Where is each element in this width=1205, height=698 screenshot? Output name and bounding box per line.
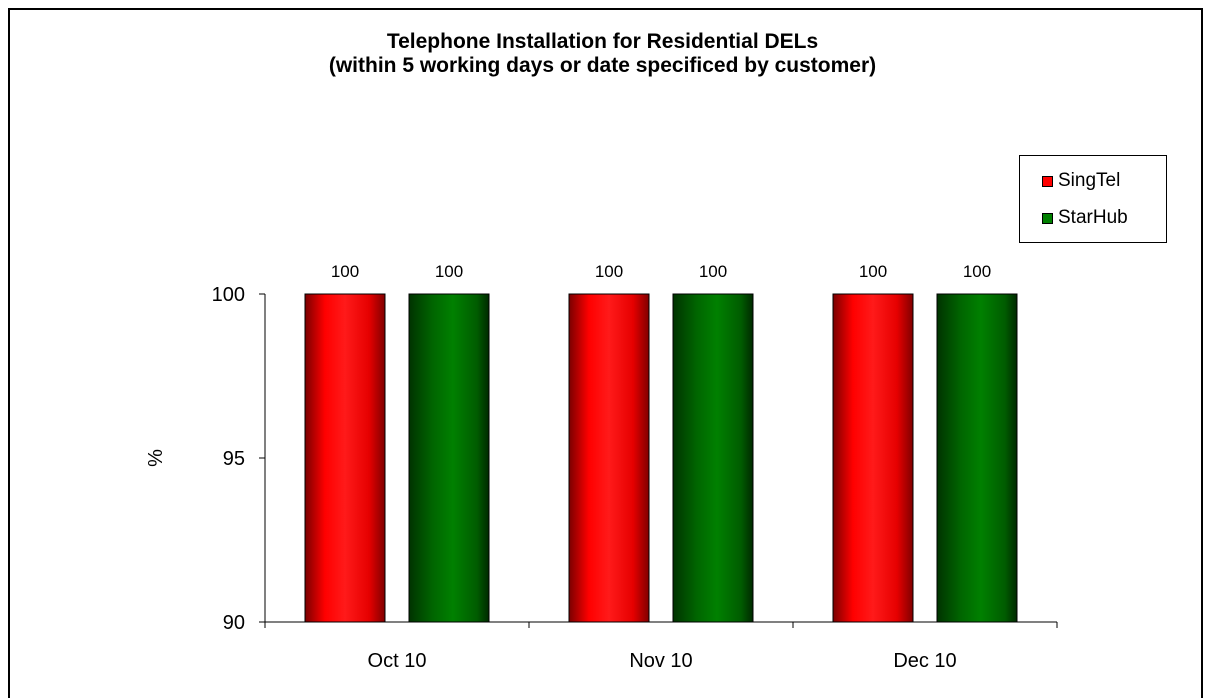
y-tick-label: 95: [223, 448, 245, 470]
bar-starhub: [936, 293, 1018, 623]
bar-singtel: [832, 293, 914, 623]
y-axis-label: %: [145, 449, 167, 467]
bar-singtel: [304, 293, 386, 623]
data-label-singtel: 100: [859, 262, 887, 281]
data-label-singtel: 100: [331, 262, 359, 281]
legend-label-starhub: StarHub: [1058, 207, 1128, 228]
x-tick-label: Nov 10: [629, 650, 692, 672]
chart-title-line-2: (within 5 working days or date specifice…: [328, 54, 877, 77]
bar-singtel: [568, 293, 650, 623]
data-label-starhub: 100: [435, 262, 463, 281]
chart-legend: SingTel StarHub: [1019, 155, 1167, 243]
legend-label-singtel: SingTel: [1058, 170, 1121, 191]
bar-starhub: [408, 293, 490, 623]
bar-starhub: [672, 293, 754, 623]
y-tick-label: 90: [223, 612, 245, 634]
data-label-starhub: 100: [699, 262, 727, 281]
x-tick-label: Dec 10: [893, 650, 956, 672]
x-tick-label: Oct 10: [368, 650, 427, 672]
legend-swatch-singtel: [1042, 175, 1053, 187]
chart-title: Telephone Installation for Residential D…: [0, 30, 1205, 78]
y-tick-label: 100: [212, 284, 245, 306]
legend-item-singtel: SingTel: [1042, 169, 1120, 193]
chart-frame: [8, 8, 1203, 698]
legend-swatch-starhub: [1042, 212, 1053, 224]
data-label-starhub: 100: [963, 262, 991, 281]
chart-title-line-1: Telephone Installation for Residential D…: [386, 30, 819, 53]
legend-item-starhub: StarHub: [1042, 206, 1128, 230]
data-label-singtel: 100: [595, 262, 623, 281]
